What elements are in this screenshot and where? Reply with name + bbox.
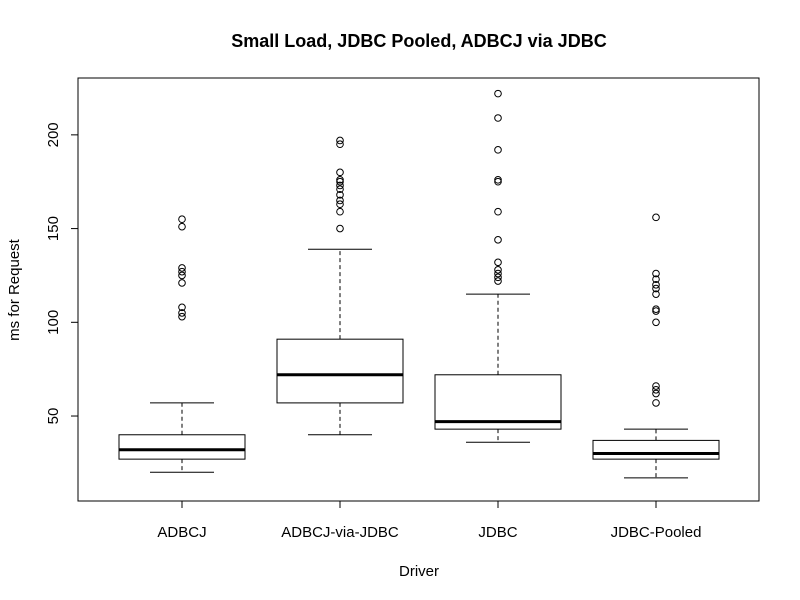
y-tick-label: 100 xyxy=(45,310,62,335)
y-axis: 50 100 150 200 xyxy=(45,122,79,425)
outlier-point xyxy=(652,389,660,398)
x-tick-label: ADBCJ-via-JDBC xyxy=(281,524,399,541)
x-tick-label: ADBCJ xyxy=(157,524,206,541)
outlier-point xyxy=(494,176,502,184)
box-iqr xyxy=(592,439,720,460)
box-group xyxy=(592,213,720,479)
outlier-point xyxy=(652,269,660,278)
outlier-point xyxy=(652,399,660,407)
x-axis: ADBCJ ADBCJ-via-JDBC JDBC JDBC-Pooled xyxy=(157,500,702,541)
outlier-point xyxy=(336,185,344,194)
outlier-point xyxy=(336,224,344,233)
outlier-point xyxy=(178,215,186,224)
outlier-point xyxy=(178,303,186,312)
outlier-point xyxy=(494,273,502,282)
outlier-point xyxy=(336,181,344,190)
outlier-point xyxy=(652,290,660,298)
outlier-point xyxy=(336,191,344,199)
box-group xyxy=(118,215,246,473)
outlier-point xyxy=(336,196,344,205)
outlier-point xyxy=(494,146,502,154)
outlier-point xyxy=(178,222,186,231)
box-iqr xyxy=(118,434,246,460)
outlier-point xyxy=(336,140,344,149)
outlier-point xyxy=(494,236,502,244)
box-group xyxy=(434,89,562,443)
outlier-point xyxy=(178,267,186,276)
outlier-point xyxy=(178,279,186,287)
outlier-point xyxy=(652,305,660,313)
outlier-point xyxy=(494,266,502,274)
outlier-point xyxy=(652,213,660,222)
outlier-point xyxy=(652,385,660,394)
outlier-point xyxy=(178,309,186,317)
outlier-point xyxy=(494,258,502,267)
y-tick-label: 200 xyxy=(45,122,62,147)
x-tick-label: JDBC-Pooled xyxy=(611,524,702,541)
chart-title: Small Load, JDBC Pooled, ADBCJ via JDBC xyxy=(231,31,606,51)
outlier-point xyxy=(652,281,660,289)
y-axis-label: ms for Request xyxy=(6,238,23,341)
outlier-point xyxy=(652,318,660,327)
outlier-point xyxy=(494,269,502,278)
outlier-point xyxy=(336,176,344,184)
outlier-point xyxy=(652,382,660,390)
outlier-point xyxy=(652,284,660,293)
box-iqr xyxy=(434,374,562,430)
outlier-point xyxy=(336,168,344,177)
outlier-point xyxy=(336,207,344,216)
outlier-point xyxy=(336,200,344,209)
y-tick-label: 150 xyxy=(45,216,62,241)
outlier-point xyxy=(178,312,186,321)
boxes-layer xyxy=(118,89,720,479)
outlier-point xyxy=(178,271,186,280)
outlier-point xyxy=(178,264,186,272)
box-iqr xyxy=(276,338,404,404)
outlier-point xyxy=(494,207,502,216)
box-group xyxy=(276,136,404,436)
outlier-point xyxy=(336,136,344,145)
outlier-point xyxy=(652,275,660,283)
outlier-point xyxy=(494,114,502,122)
outlier-point xyxy=(494,89,502,98)
x-axis-label: Driver xyxy=(399,563,439,580)
y-tick-label: 50 xyxy=(45,408,62,425)
outlier-point xyxy=(494,277,502,285)
x-tick-label: JDBC xyxy=(478,524,517,541)
